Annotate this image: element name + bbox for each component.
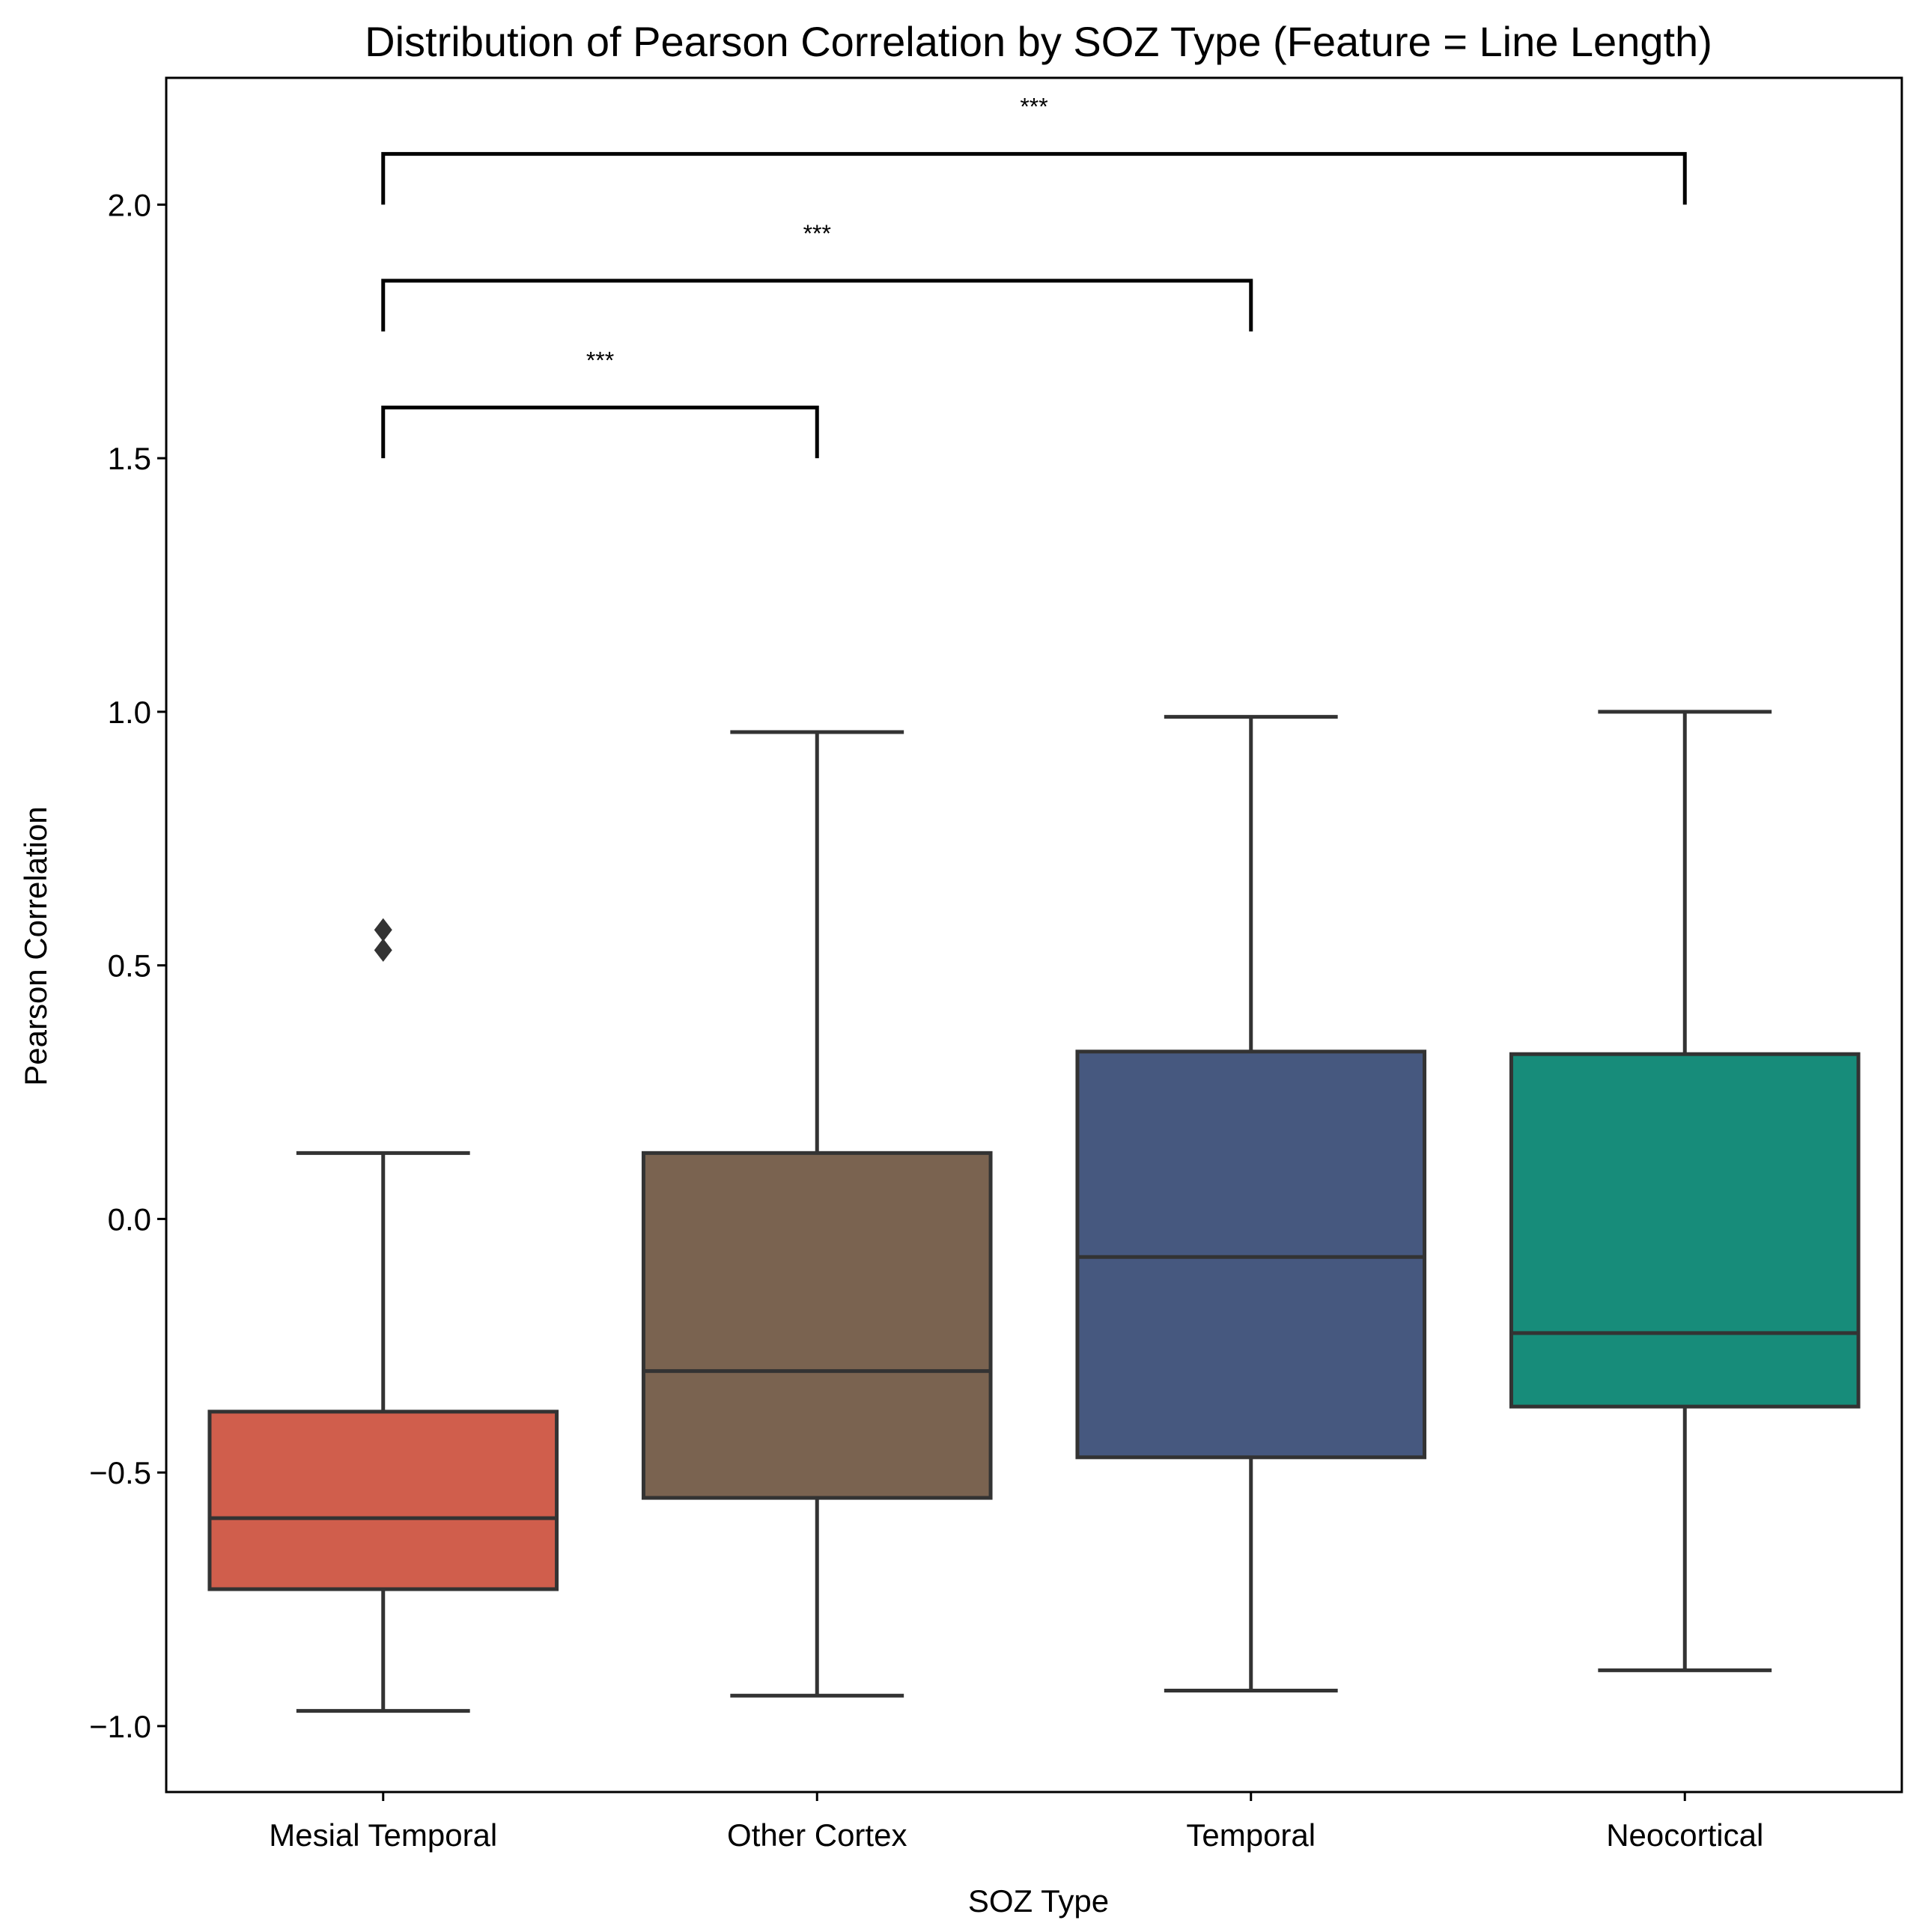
y-tick-label: 0.0 xyxy=(108,1201,151,1237)
significance-bracket xyxy=(381,405,819,459)
box-body xyxy=(207,1410,559,1591)
plot-area-frame xyxy=(165,76,1903,1794)
x-tick-label: Other Cortex xyxy=(727,1817,907,1853)
box-group xyxy=(1509,710,1861,1672)
x-tick-label: Neocortical xyxy=(1606,1817,1763,1853)
significance-label: *** xyxy=(1020,94,1047,121)
box-group xyxy=(641,730,993,1698)
x-tick-label: Mesial Temporal xyxy=(269,1817,497,1853)
x-axis-label: SOZ Type xyxy=(968,1883,1109,1919)
y-axis: −1.0 −0.5 0.0 0.5 1.0 1.5 2.0 xyxy=(89,187,166,1744)
chart-title: Distribution of Pearson Correlation by S… xyxy=(365,18,1712,65)
significance-bracket xyxy=(381,278,1253,332)
significance-brackets: *** *** *** xyxy=(381,94,1687,459)
x-tick-label: Temporal xyxy=(1186,1817,1316,1853)
y-tick-label: 1.5 xyxy=(108,441,151,476)
significance-label: *** xyxy=(586,347,614,374)
box-plots xyxy=(207,710,1861,1713)
y-tick-label: 0.5 xyxy=(108,948,151,984)
box-outlier xyxy=(374,918,392,942)
box-group xyxy=(207,918,559,1713)
x-axis: Mesial Temporal Other Cortex Temporal Neoco… xyxy=(269,1792,1763,1853)
significance-label: *** xyxy=(803,220,831,247)
y-axis-label: Pearson Correlation xyxy=(18,806,53,1086)
y-tick-label: −0.5 xyxy=(89,1455,151,1490)
significance-bracket xyxy=(381,152,1687,205)
box-body xyxy=(641,1151,993,1500)
box-outlier xyxy=(374,938,392,962)
y-tick-label: 1.0 xyxy=(108,695,151,730)
box-group xyxy=(1075,715,1427,1692)
box-body xyxy=(1075,1049,1427,1460)
y-tick-label: 2.0 xyxy=(108,187,151,222)
box-body xyxy=(1509,1052,1861,1409)
y-tick-label: −1.0 xyxy=(89,1709,151,1744)
